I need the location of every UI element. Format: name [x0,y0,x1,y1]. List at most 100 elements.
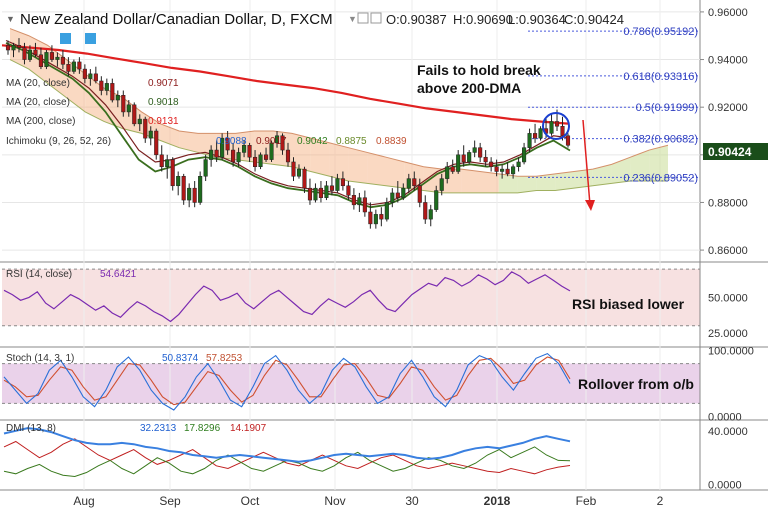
dropdown-icon[interactable]: ▼ [348,14,357,24]
candle-body [489,161,494,167]
candle-body [357,197,362,206]
cloud-segment [66,59,86,112]
cloud-segment [160,123,180,148]
candle-body [55,56,60,60]
candle-body [296,168,302,177]
ma2-value: 0.9018 [148,97,179,108]
candle-body [450,166,455,172]
cloud-segment [574,169,593,189]
candle-body [516,161,521,167]
candle-body [132,104,137,125]
cloud-segment [348,147,368,184]
candle-body [88,73,93,79]
candle-body [472,147,477,153]
cloud-segment [536,173,556,191]
candle-body [285,149,291,163]
ma200-line [1,44,569,125]
candle-body [390,192,395,203]
rsi-tick-label: 50.0000 [708,292,748,304]
fibonacci-levels: 0.786(0.95192) 0.618(0.93316) 0.5(0.91999)… [528,26,700,184]
dmi-minus-line [3,438,571,475]
settings-icon-2[interactable] [85,33,96,44]
fib-label: 0.5(0.91999) [636,102,698,114]
candlesticks [5,38,595,229]
stoch-d-value: 57.8253 [206,353,243,364]
cloud-segment [517,176,537,193]
annotation-main-line-2: above 200-DMA [417,80,521,96]
high-value: H:0.90690 [453,12,513,27]
candle-body [318,187,323,198]
candle-body [247,145,252,158]
candle-body [143,118,148,139]
ma20-dark-line [5,39,571,206]
candle-body [27,49,33,60]
x-tick-label: Aug [73,494,94,508]
candle-body [511,166,516,175]
candle-body [291,161,296,177]
candle-body [231,149,236,163]
x-tick-label: 30 [405,494,419,508]
candle-body [494,166,499,172]
cloud-segment [555,171,574,191]
candle-body [379,214,384,220]
candle-body [16,45,22,48]
candle-body [154,130,159,156]
stoch-tick-label: 100.0000 [708,345,754,357]
stoch-d-line [3,356,571,406]
ichimoku-value-1: 0.9088 [216,136,247,147]
x-tick-label: Nov [324,494,345,508]
candle-body [280,135,285,151]
candle-body [165,159,170,167]
candle-body [423,202,428,220]
cloud-segment [310,138,330,177]
candle-body [368,211,373,225]
ichimoku-value-5: 0.8839 [376,136,407,147]
settings-icon[interactable] [370,12,382,24]
ichimoku-value-4: 0.8875 [336,136,367,147]
cloud-segment [480,171,499,193]
candle-body [99,80,104,91]
candle-body [445,166,450,179]
price-tick-label: 0.86000 [708,245,748,257]
candle-body [307,187,313,201]
cloud-segment [611,157,631,184]
candle-body [522,147,527,163]
eye-icon[interactable] [357,12,369,24]
current-price-label: 0.90424 [708,145,752,159]
candle-body [302,168,307,189]
candle-body [478,147,483,158]
current-price-tag: 0.90424 [703,143,768,160]
collapse-icon[interactable] [60,33,71,44]
chevron-down-icon[interactable]: ▼ [6,14,15,24]
candle-body [269,142,274,160]
candle-body [44,52,49,67]
ichimoku-cloud [9,28,669,194]
candle-body [351,195,356,206]
candle-body [225,137,230,151]
price-axis: 0.960000.940000.920000.900000.880000.860… [700,7,754,492]
rsi-annotation: RSI biased lower [572,296,685,312]
candle-body [11,45,16,51]
x-tick-label: Oct [241,494,260,508]
cloud-segment [461,169,480,193]
cloud-segment [329,142,349,182]
stoch-k-line [3,352,571,411]
candle-body [181,176,186,201]
candle-body [258,154,263,167]
candle-body [505,168,510,175]
candle-body [384,202,389,220]
ichimoku-value-2: 0.9017 [256,136,287,147]
candle-body [565,135,571,146]
fib-label: 0.618(0.93316) [623,71,698,83]
candle-body [209,149,214,160]
candle-body [253,156,258,167]
candle-body [456,154,461,172]
highlight-circle [542,112,570,140]
ma20-green-line [5,42,571,209]
candle-body [203,159,208,177]
ichimoku-label: Ichimoku (9, 26, 52, 26) [6,136,111,147]
cloud-segment [386,157,405,189]
candle-body [340,178,345,187]
chart-title: New Zealand Dollar/Canadian Dollar, D, F… [20,11,333,28]
